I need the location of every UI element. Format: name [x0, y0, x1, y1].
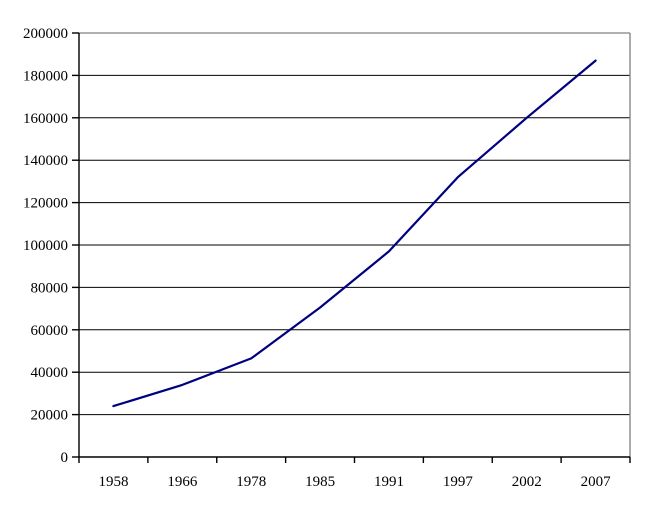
x-tick-label: 1985	[305, 474, 335, 490]
y-tick-label: 100000	[23, 238, 68, 254]
y-tick-label: 40000	[31, 365, 69, 381]
y-tick-label: 200000	[23, 26, 68, 42]
y-tick-label: 120000	[23, 196, 68, 212]
y-tick-label: 180000	[23, 68, 68, 84]
x-tick-label: 1966	[167, 474, 198, 490]
x-tick-label: 1991	[374, 474, 404, 490]
x-tick-label: 2007	[581, 474, 612, 490]
x-tick-label: 2002	[512, 474, 542, 490]
x-tick-label: 1958	[98, 474, 128, 490]
y-tick-label: 60000	[31, 323, 69, 339]
y-tick-label: 160000	[23, 111, 68, 127]
y-tick-label: 140000	[23, 153, 68, 169]
x-tick-label: 1978	[236, 474, 266, 490]
y-tick-label: 20000	[31, 408, 69, 424]
series-line	[112, 59, 597, 408]
y-tick-label: 0	[61, 450, 69, 466]
y-tick-label: 80000	[31, 280, 69, 296]
x-tick-label: 1997	[443, 474, 474, 490]
